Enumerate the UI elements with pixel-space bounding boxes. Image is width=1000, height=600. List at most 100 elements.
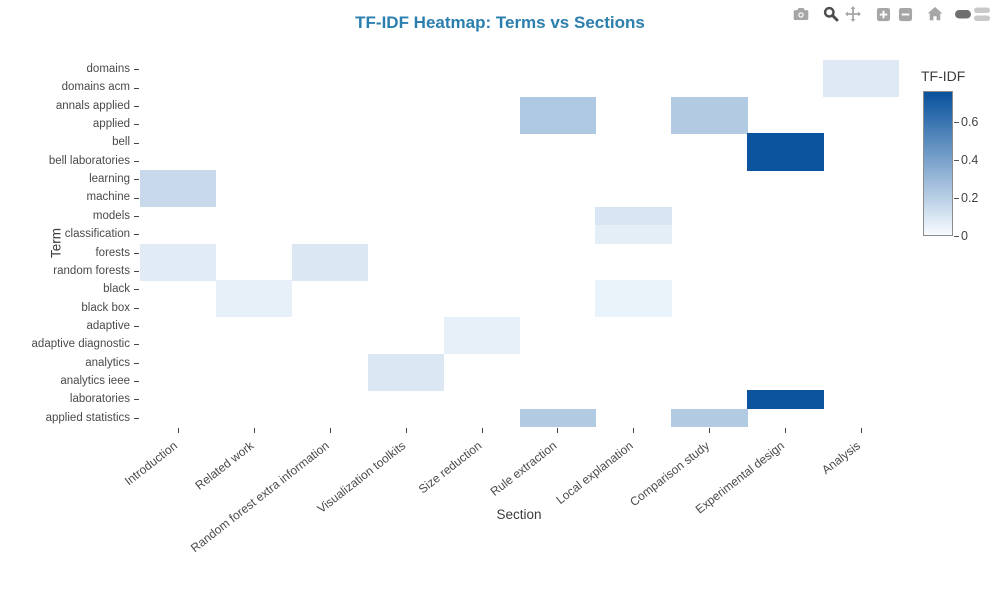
colorbar-tick-label: 0.6 [961,114,979,129]
heatmap-cell[interactable] [671,96,748,116]
heatmap-cell[interactable] [291,261,369,281]
x-tick-mark [177,428,179,433]
y-tick-mark [134,399,139,401]
y-tick-label: bell laboratories [48,154,130,167]
x-tick-label: Size reduction [415,438,484,497]
y-tick-mark [134,124,139,126]
colorbar-tick-mark [954,236,959,237]
y-tick-label: adaptive diagnostic [31,338,130,351]
heatmap-cell[interactable] [291,243,369,263]
heatmap-cell[interactable] [823,78,900,98]
y-tick-label: models [92,209,130,222]
y-tick-mark [134,142,139,144]
zoom-in-icon[interactable] [872,5,894,23]
x-tick-label: Rule extraction [488,438,560,499]
heatmap-cell[interactable] [519,96,596,116]
x-tick-mark [861,428,863,433]
y-tick-label: annals applied [55,99,130,112]
y-tick-mark [134,215,139,217]
heatmap-cell[interactable] [140,170,217,189]
heatmap-cell[interactable] [215,298,293,318]
y-tick-mark [134,105,139,107]
heatmap-cell[interactable] [595,206,672,226]
x-tick-label: Local explanation [553,438,636,508]
y-tick-mark [134,344,139,346]
y-tick-label: applied [92,118,130,131]
y-tick-label: classification [64,228,130,241]
heatmap-cell[interactable] [671,408,748,428]
y-tick-label: laboratories [69,393,130,406]
y-tick-mark [134,234,139,236]
y-tick-label: black box [81,301,130,314]
heatmap-cell[interactable] [595,225,672,244]
y-tick-label: random forests [53,264,130,277]
colorbar-tick-label: 0.2 [961,190,979,205]
y-axis-title: Term [48,228,64,258]
x-axis-title: Section [496,507,542,522]
x-tick-label: Introduction [122,438,181,489]
x-tick-label: Comparison study [626,438,712,510]
y-tick-mark [134,326,139,328]
heatmap-cell[interactable] [443,335,520,355]
colorbar-tick-label: 0 [961,229,968,243]
heatmap-cell[interactable] [595,280,672,300]
modebar [790,5,992,23]
colorbar [923,91,953,236]
heatmap-cell[interactable] [140,261,217,281]
x-tick-mark [405,428,407,433]
y-tick-label: domains acm [61,81,130,94]
y-tick-mark [134,252,139,254]
y-tick-mark [134,381,139,383]
heatmap-cell[interactable] [215,280,293,300]
plotly-logo-icon[interactable] [954,5,992,23]
y-tick-mark [134,69,139,71]
colorbar-tick-mark [954,197,959,199]
zoom-out-icon[interactable] [894,5,916,23]
heatmap-cell[interactable] [595,298,672,318]
y-tick-mark [134,87,139,89]
heatmap-cell[interactable] [823,60,900,79]
heatmap-cell[interactable] [671,115,748,134]
x-tick-mark [329,428,331,433]
chart-title: TF-IDF Heatmap: Terms vs Sections [355,13,645,32]
colorbar-tick-label: 0.4 [961,152,979,167]
y-tick-mark [134,160,139,162]
y-tick-mark [134,289,139,291]
y-tick-label: forests [95,246,130,259]
y-tick-mark [134,197,139,199]
pan-icon[interactable] [842,5,864,23]
x-tick-label: Related work [192,438,257,493]
colorbar-title: TF-IDF [921,68,966,84]
y-tick-mark [134,307,139,309]
heatmap-cell[interactable] [443,316,520,336]
zoom-icon[interactable] [820,5,842,23]
y-tick-label: adaptive [86,319,130,332]
y-tick-label: analytics ieee [60,374,130,387]
heatmap-cell[interactable] [747,133,824,153]
y-tick-mark [134,271,139,273]
y-tick-label: applied statistics [45,411,130,424]
y-tick-mark [134,362,139,364]
x-tick-label: Analysis [819,438,864,478]
y-tick-mark [134,417,139,419]
y-tick-label: analytics [85,356,130,369]
x-tick-mark [709,428,711,433]
home-icon[interactable] [924,5,946,23]
colorbar-tick-mark [954,159,959,161]
y-tick-label: black [103,283,130,296]
heatmap-cell[interactable] [519,115,596,134]
camera-icon[interactable] [790,5,812,23]
heatmap-cell[interactable] [140,243,217,263]
heatmap-cell[interactable] [367,353,445,373]
y-tick-label: machine [86,191,130,204]
y-tick-mark [134,179,139,181]
heatmap-cell[interactable] [747,151,824,171]
heatmap-cell[interactable] [519,408,596,428]
heatmap-cell[interactable] [140,188,217,208]
heatmap-cell[interactable] [747,390,824,410]
heatmap-cell[interactable] [367,371,445,391]
y-tick-label: bell [112,136,130,149]
heatmap-plot-area[interactable] [140,60,900,428]
x-tick-label: Random forest extra information [188,438,333,556]
